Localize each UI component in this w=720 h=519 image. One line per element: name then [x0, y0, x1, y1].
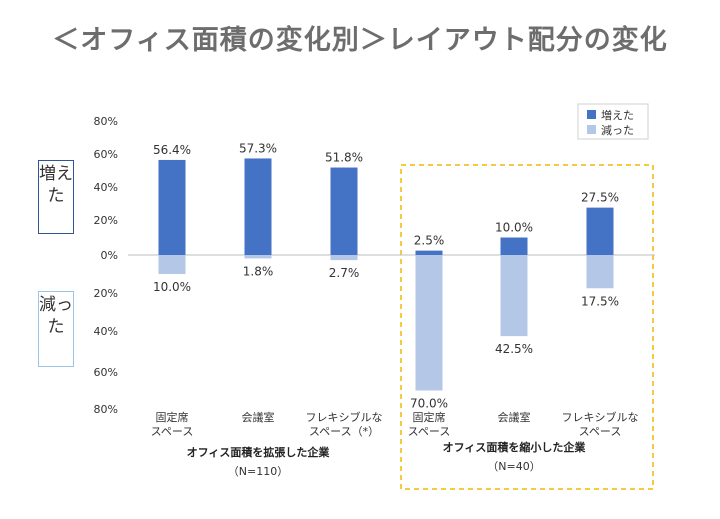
increase-bar: [586, 207, 614, 255]
y-tick-label: 20%: [94, 287, 118, 300]
highlight-frame: [400, 164, 654, 490]
category-label: スペース（*）: [309, 425, 379, 438]
decrease-bar: [415, 255, 443, 391]
group-label: オフィス面積を縮小した企業: [443, 440, 587, 454]
data-label: 27.5%: [581, 191, 619, 205]
y-tick-label: 40%: [94, 325, 118, 338]
category-label: 固定席: [156, 410, 189, 424]
legend-swatch: [587, 125, 596, 134]
category-label: スペース: [408, 425, 451, 438]
page-title: ＜オフィス面積の変化別＞レイアウト配分の変化: [52, 25, 668, 56]
data-label: 56.4%: [153, 143, 191, 157]
increase-bar: [158, 159, 186, 255]
y-tick-label: 40%: [94, 181, 118, 194]
category-label: フレキシブルな: [306, 410, 383, 424]
category-label: 固定席: [413, 410, 446, 424]
increase-side-label: 増えた: [38, 160, 74, 234]
category-label: スペース: [151, 425, 194, 438]
y-tick-label: 80%: [94, 115, 118, 128]
data-label: 10.0%: [495, 221, 533, 235]
data-label: 51.8%: [325, 151, 363, 165]
category-label: スペース: [579, 425, 622, 438]
data-label: 2.5%: [414, 234, 445, 248]
decrease-bar: [500, 255, 528, 337]
data-label: 1.8%: [243, 264, 274, 278]
y-tick-label: 0%: [101, 249, 118, 262]
data-label: 57.3%: [239, 141, 277, 155]
data-label: 70.0%: [410, 397, 448, 411]
decrease-side-label: 減った: [38, 291, 74, 367]
data-label: 10.0%: [153, 280, 191, 294]
category-label: 会議室: [242, 410, 275, 424]
increase-bar: [415, 250, 443, 255]
increase-bar: [500, 237, 528, 255]
group-n-label: （N=110）: [228, 465, 288, 478]
increase-bar: [244, 158, 272, 255]
group-n-label: （N=40）: [487, 460, 540, 473]
category-label: フレキシブルな: [562, 410, 639, 424]
data-label: 42.5%: [495, 342, 533, 356]
legend-label: 増えた: [601, 109, 634, 122]
decrease-bar: [244, 255, 272, 259]
data-label: 17.5%: [581, 294, 619, 308]
category-label: 会議室: [498, 410, 531, 424]
y-tick-label: 80%: [94, 403, 118, 416]
legend-swatch: [587, 110, 596, 119]
y-tick-label: 60%: [94, 366, 118, 379]
decrease-bar: [158, 255, 186, 274]
increase-bar: [330, 167, 358, 255]
decrease-bar: [330, 255, 358, 261]
data-label: 2.7%: [329, 266, 360, 280]
group-label: オフィス面積を拡張した企業: [187, 445, 331, 459]
decrease-bar: [586, 255, 614, 289]
y-tick-label: 20%: [94, 214, 118, 227]
legend-label: 減った: [601, 123, 634, 137]
y-tick-label: 60%: [94, 148, 118, 161]
